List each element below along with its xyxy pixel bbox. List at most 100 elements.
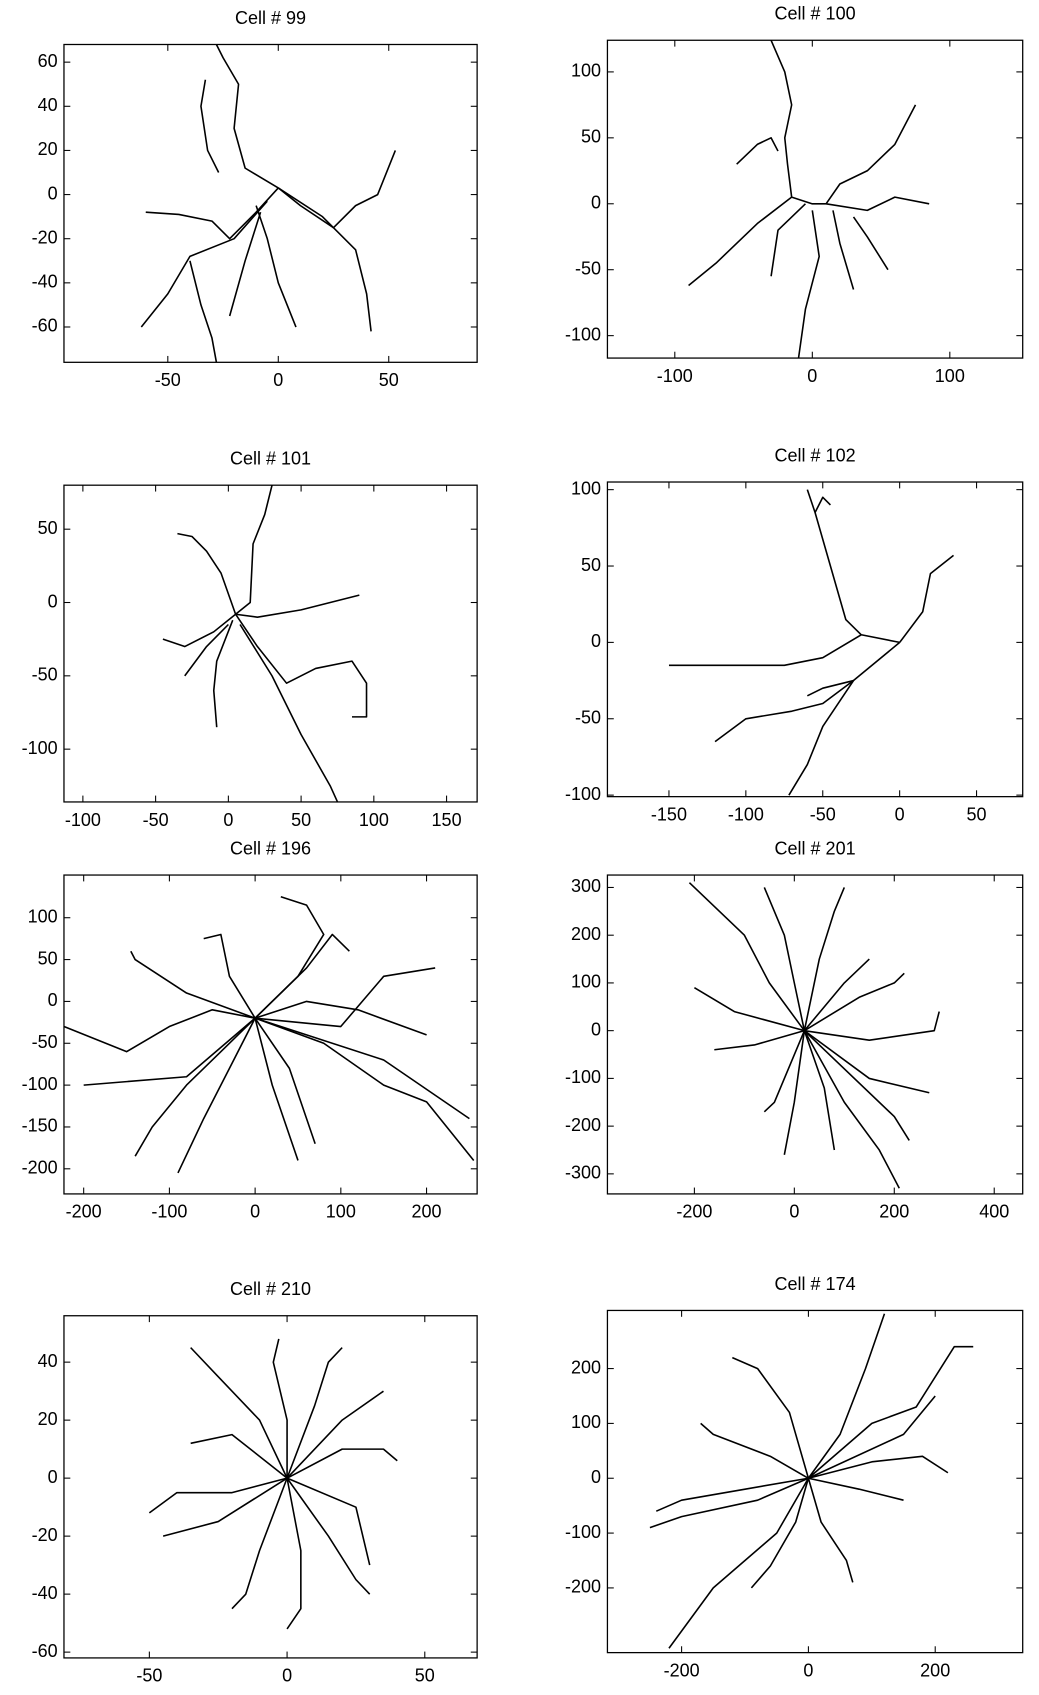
dendrite — [668, 1477, 810, 1649]
x-tick-label: -200 — [676, 1202, 712, 1222]
dendrite — [803, 1030, 836, 1151]
panel-title: Cell # 102 — [775, 445, 856, 465]
axes-frame — [606, 874, 1024, 1195]
dendrite — [177, 532, 237, 615]
panel: Cell # 99 -50 0 50 -60 -40 -20 0 20 40 60 — [32, 8, 478, 390]
y-tick-label: -300 — [565, 1163, 601, 1183]
dendrite — [750, 1478, 810, 1589]
y-tick-label: -100 — [22, 1074, 58, 1094]
dendrite — [63, 1009, 256, 1053]
dendrite — [286, 1390, 384, 1479]
panel: Cell # 196 -200 -100 0 100 200 -200 -150 -100 -50… — [22, 838, 478, 1222]
dendrite — [899, 554, 955, 643]
dendrite — [286, 1347, 343, 1479]
dendrite — [228, 211, 262, 317]
dendrite — [803, 1030, 910, 1141]
panel-title: Cell # 174 — [775, 1274, 856, 1294]
dendrite — [272, 1338, 288, 1479]
dendrite — [254, 1017, 475, 1161]
dendrite — [807, 1345, 974, 1479]
dendrite — [254, 1017, 470, 1120]
axes-frame — [606, 39, 1024, 359]
dendrite — [807, 1313, 886, 1479]
y-tick-label: -200 — [565, 1115, 601, 1135]
dendrite — [763, 887, 806, 1031]
dendrite — [235, 485, 273, 615]
y-tick-label: 40 — [38, 1351, 58, 1371]
dendrite — [832, 210, 855, 290]
dendrite — [254, 933, 350, 1019]
x-tick-label: -100 — [151, 1202, 187, 1222]
y-tick-label: -50 — [32, 1032, 58, 1052]
dendrite — [852, 216, 889, 271]
y-tick-label: 100 — [571, 61, 601, 81]
dendrite — [190, 1347, 288, 1479]
x-tick-label: -50 — [155, 370, 181, 390]
x-tick-label: -200 — [66, 1202, 102, 1222]
y-tick-label: -20 — [32, 1525, 58, 1545]
y-tick-label: -200 — [565, 1577, 601, 1597]
dendrite — [212, 619, 234, 728]
x-tick-label: -200 — [664, 1660, 700, 1680]
x-tick-label: -150 — [651, 804, 687, 824]
x-tick-label: -50 — [136, 1666, 162, 1686]
dendrite — [803, 1030, 900, 1189]
x-tick-label: 200 — [879, 1202, 909, 1222]
dendrite — [804, 1011, 940, 1041]
dendrite — [234, 613, 368, 718]
y-tick-label: 50 — [581, 127, 601, 147]
dendrite — [825, 104, 917, 205]
x-tick-label: 0 — [803, 1660, 813, 1680]
dendrite — [277, 150, 397, 229]
y-tick-label: -60 — [32, 1641, 58, 1661]
y-tick-label: -50 — [575, 258, 601, 278]
panel: Cell # 102 -150 -100 -50 0 50 -100 -50 0 50 100 — [565, 445, 1024, 824]
dendrite — [655, 1477, 809, 1512]
x-tick-label: -100 — [728, 804, 764, 824]
y-tick-label: -100 — [565, 784, 601, 804]
y-tick-label: -40 — [32, 272, 58, 292]
panel-title: Cell # 99 — [235, 8, 306, 28]
x-tick-label: -50 — [810, 804, 836, 824]
dendrite — [235, 594, 360, 618]
dendrite — [770, 203, 806, 277]
y-tick-label: 0 — [48, 990, 58, 1010]
dendrite — [807, 1478, 854, 1583]
panel: Cell # 201 -200 0 200 400 -300 -200 -100 0 100 200… — [565, 838, 1024, 1222]
dendrite — [277, 187, 372, 332]
dendrite — [286, 1448, 398, 1479]
dendrite — [649, 1477, 809, 1529]
dendrite — [668, 634, 862, 667]
panel-title: Cell # 210 — [230, 1279, 311, 1299]
dendrite — [189, 260, 218, 363]
dendrite — [714, 1029, 805, 1051]
y-tick-label: 0 — [591, 631, 601, 651]
axes-frame — [63, 43, 478, 363]
x-tick-label: 150 — [432, 810, 462, 830]
dendrite — [286, 1477, 302, 1630]
panel-title: Cell # 100 — [775, 4, 856, 24]
dendrite — [806, 489, 900, 644]
panel: Cell # 100 -100 0 100 -100 -50 0 50 100 — [565, 4, 1024, 386]
x-tick-label: 200 — [920, 1660, 950, 1680]
x-tick-label: 100 — [935, 366, 965, 386]
x-tick-label: -100 — [657, 366, 693, 386]
dendrite — [255, 967, 436, 1028]
dendrite — [803, 1030, 930, 1094]
x-tick-label: 200 — [412, 1202, 442, 1222]
dendrite — [688, 196, 793, 287]
y-tick-label: 200 — [571, 924, 601, 944]
dendrite — [254, 1017, 299, 1161]
dendrite — [763, 1030, 806, 1113]
dendrite — [254, 1000, 427, 1036]
dendrite — [693, 986, 805, 1032]
y-tick-label: 50 — [581, 555, 601, 575]
y-tick-label: 100 — [28, 906, 58, 926]
x-tick-label: 400 — [979, 1202, 1009, 1222]
dendrite — [215, 44, 279, 189]
y-tick-label: -40 — [32, 1583, 58, 1603]
dendrite — [803, 887, 846, 1031]
y-tick-label: 50 — [38, 948, 58, 968]
y-tick-label: -100 — [565, 1522, 601, 1542]
y-tick-label: -200 — [22, 1158, 58, 1178]
